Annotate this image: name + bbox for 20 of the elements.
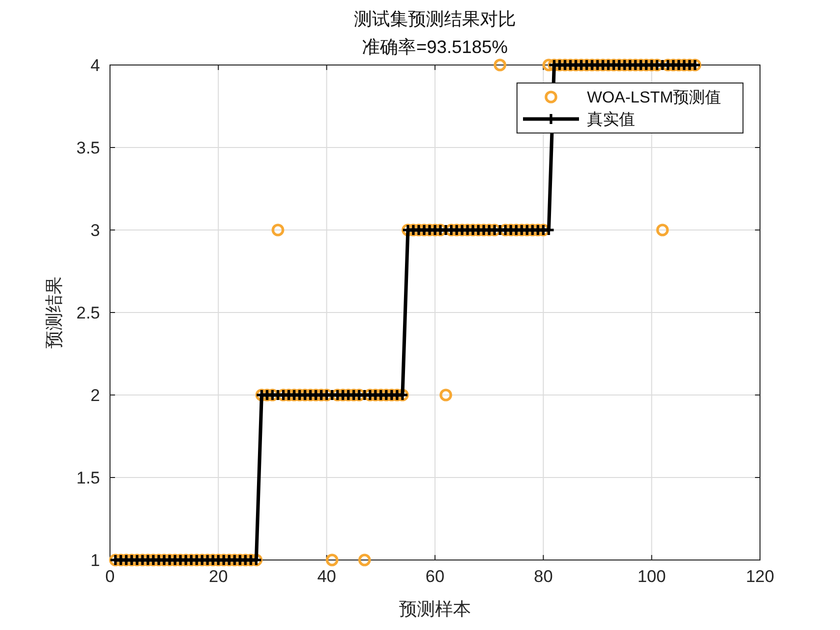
y-tick-label: 3 — [90, 220, 100, 240]
legend-label: 真实值 — [587, 110, 635, 129]
x-axis-title: 预测样本 — [399, 599, 471, 619]
x-tick-label: 120 — [746, 567, 774, 586]
chart-subtitle: 准确率=93.5185% — [362, 37, 508, 57]
y-tick-label: 3.5 — [76, 138, 100, 158]
x-tick-label: 20 — [208, 567, 228, 586]
x-tick-label: 80 — [534, 567, 553, 586]
y-tick-label: 4 — [90, 56, 100, 75]
y-tick-label: 1 — [90, 550, 100, 570]
legend-label: WOA-LSTM预测值 — [587, 90, 722, 107]
y-axis-title: 预测结果 — [44, 276, 64, 348]
x-tick-label: 40 — [317, 567, 336, 586]
x-tick-label: 100 — [637, 567, 666, 586]
y-tick-label: 1.5 — [76, 468, 100, 488]
chart-title: 测试集预测结果对比 — [354, 9, 516, 29]
y-tick-label: 2 — [90, 386, 100, 405]
x-tick-label: 0 — [105, 567, 115, 586]
x-tick-label: 60 — [426, 567, 444, 586]
y-tick-label: 2.5 — [76, 303, 100, 322]
